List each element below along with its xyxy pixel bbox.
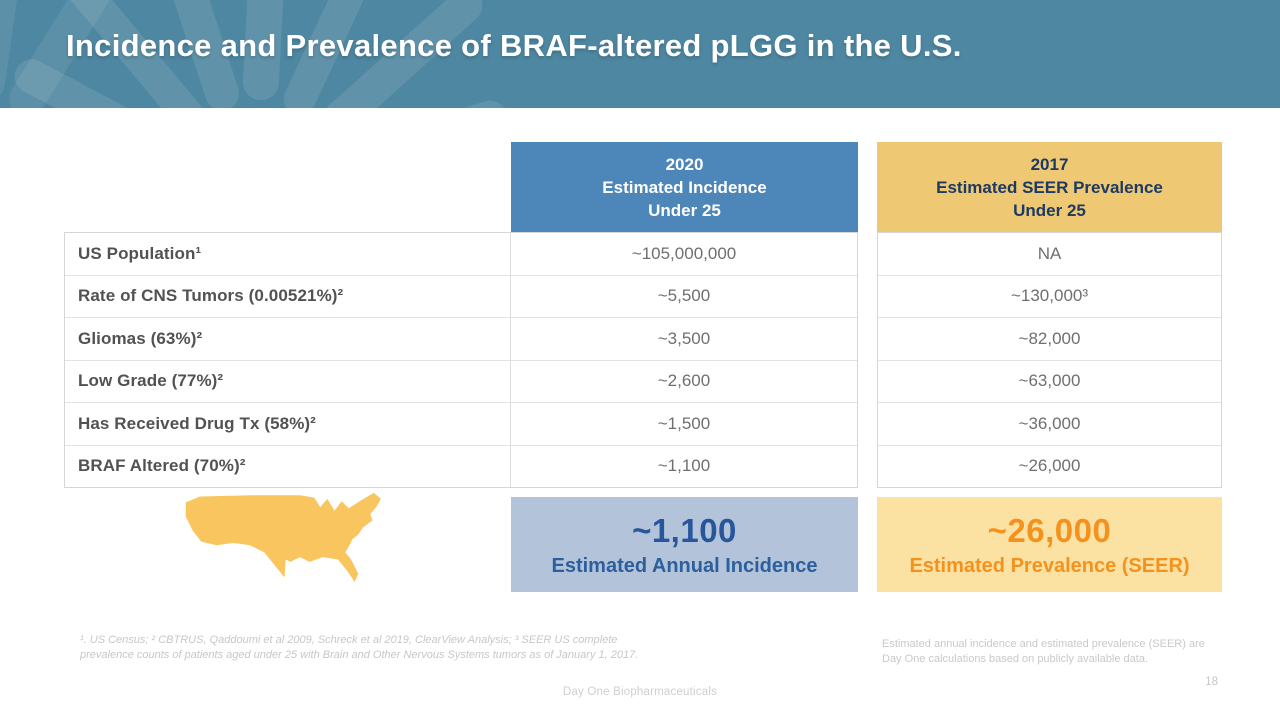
row-label: Rate of CNS Tumors (0.00521%)² [65,275,511,317]
row-label: Low Grade (77%)² [65,360,511,402]
row-label: BRAF Altered (70%)² [65,445,511,487]
incidence-value: ~1,500 [657,413,711,433]
table-row: Gliomas (63%)² ~3,500 [65,318,857,361]
funnel-table: US Population¹ ~105,000,000 Rate of CNS … [64,232,858,488]
row-label: US Population¹ [65,233,511,275]
disclaimer-footnote: Estimated annual incidence and estimated… [882,638,1205,665]
row-label: Gliomas (63%)² [65,318,511,360]
prevalence-value: NA [878,233,1221,276]
incidence-summary-value: ~1,100 [632,511,737,549]
prevalence-value: ~63,000 [878,361,1221,403]
us-map-icon [185,492,381,583]
table-row: Low Grade (77%)² ~2,600 [65,360,857,403]
prevalence-header-year: 2017 [1030,154,1069,174]
prevalence-table: NA ~130,000³ ~82,000 ~63,000 ~36,000 ~26… [877,232,1222,488]
page-number: 18 [1205,676,1218,688]
prevalence-summary-card: ~26,000 Estimated Prevalence (SEER) [877,497,1222,592]
incidence-value: ~5,500 [657,286,711,306]
prevalence-value: ~26,000 [1018,456,1081,476]
incidence-summary-card: ~1,100 Estimated Annual Incidence [511,497,858,592]
prevalence-value: ~82,000 [878,318,1221,361]
page-title: Incidence and Prevalence of BRAF-altered… [66,28,962,63]
slide-header: Incidence and Prevalence of BRAF-altered… [0,0,1280,108]
incidence-header-cohort: Under 25 [648,200,721,220]
row-label: Has Received Drug Tx (58%)² [65,403,511,445]
incidence-value: ~2,600 [657,371,711,391]
prevalence-value: ~36,000 [878,403,1221,446]
incidence-column-header: 2020 Estimated Incidence Under 25 [511,142,858,232]
prevalence-column-header: 2017 Estimated SEER Prevalence Under 25 [877,142,1222,232]
table-row: US Population¹ ~105,000,000 [65,233,857,276]
table-row: Has Received Drug Tx (58%)² ~1,500 [65,403,857,446]
incidence-value: ~1,100 [657,456,711,476]
incidence-summary-label: Estimated Annual Incidence [551,554,818,577]
prevalence-value: ~130,000³ [878,276,1221,318]
incidence-value: ~105,000,000 [631,243,737,263]
table-row: BRAF Altered (70%)² ~1,100 [65,445,857,487]
incidence-value: ~3,500 [657,328,711,348]
incidence-header-metric: Estimated Incidence [602,177,767,197]
incidence-header-year: 2020 [665,154,704,174]
prevalence-summary-value: ~26,000 [987,511,1112,549]
sources-footnote: ¹. US Census; ² CBTRUS, Qaddoumi et al 2… [80,634,639,661]
company-footer: Day One Biopharmaceuticals [562,686,718,698]
prevalence-header-metric: Estimated SEER Prevalence [936,177,1163,197]
table-row: Rate of CNS Tumors (0.00521%)² ~5,500 [65,275,857,318]
prevalence-summary-label: Estimated Prevalence (SEER) [909,554,1190,577]
sunburst-pattern [0,0,508,108]
prevalence-header-cohort: Under 25 [1013,200,1086,220]
